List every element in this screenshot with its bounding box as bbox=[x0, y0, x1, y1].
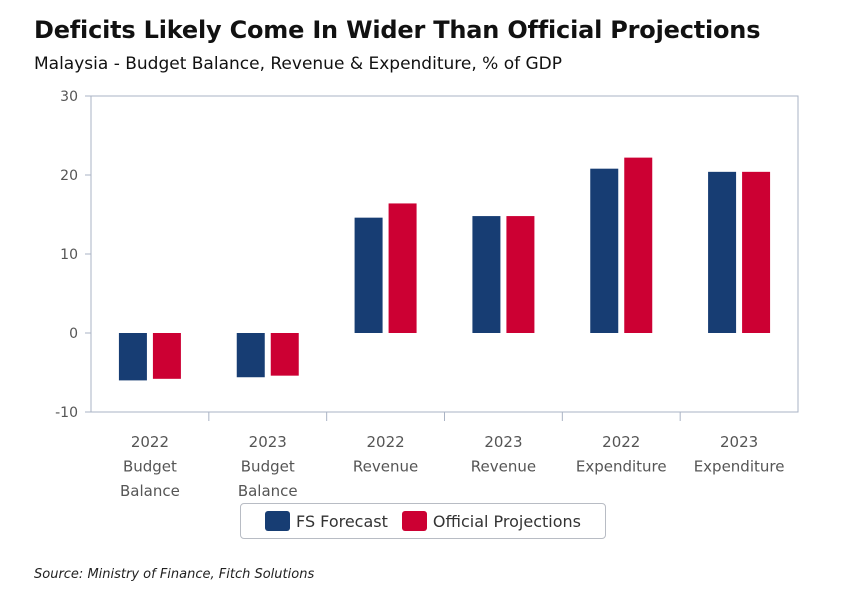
bar-official-projections bbox=[742, 171, 771, 333]
chart-title: Deficits Likely Come In Wider Than Offic… bbox=[34, 16, 761, 44]
x-tick-label: 2022 bbox=[366, 433, 404, 451]
x-tick-label: 2023 bbox=[484, 433, 522, 451]
bar-official-projections bbox=[388, 203, 417, 333]
x-tick-label: Revenue bbox=[471, 458, 536, 476]
legend-label-official-projections: Official Projections bbox=[432, 511, 581, 531]
x-tick-label: Balance bbox=[238, 482, 298, 500]
bar-fs-forecast bbox=[590, 168, 619, 333]
source-note: Source: Ministry of Finance, Fitch Solut… bbox=[34, 567, 315, 582]
legend-item-fs-forecast[interactable]: FS Forecast bbox=[265, 511, 388, 531]
legend-item-official-projections[interactable]: Official Projections bbox=[401, 511, 581, 531]
bar-fs-forecast bbox=[236, 333, 265, 378]
bar-fs-forecast bbox=[708, 171, 737, 333]
bar-official-projections bbox=[270, 333, 299, 376]
y-tick-label: 10 bbox=[60, 247, 78, 263]
bar-official-projections bbox=[506, 216, 535, 333]
legend-swatch-official-projections bbox=[401, 511, 427, 531]
bar-fs-forecast bbox=[354, 217, 383, 333]
x-tick-label: 2022 bbox=[131, 433, 169, 451]
y-axis: 30 20 10 0 -10 bbox=[55, 89, 91, 421]
legend: FS Forecast Official Projections bbox=[240, 503, 606, 539]
x-tick-label: Expenditure bbox=[694, 458, 785, 476]
x-axis: 2022 Budget Balance 2023 Budget Balance 2022 Re… bbox=[120, 412, 784, 500]
bar-official-projections bbox=[624, 157, 653, 333]
x-tick-label: 2023 bbox=[720, 433, 758, 451]
y-tick-label: 0 bbox=[69, 326, 78, 342]
bar-fs-forecast bbox=[472, 216, 501, 333]
bar-official-projections bbox=[152, 333, 181, 379]
bars bbox=[118, 157, 771, 381]
x-tick-label: 2023 bbox=[249, 433, 287, 451]
legend-swatch-fs-forecast bbox=[265, 511, 291, 531]
x-tick-label: Revenue bbox=[353, 458, 418, 476]
y-tick-label: 20 bbox=[60, 168, 78, 184]
x-tick-label: Expenditure bbox=[576, 458, 667, 476]
plot-area bbox=[90, 95, 799, 413]
bar-fs-forecast bbox=[118, 333, 147, 381]
y-tick-label: 30 bbox=[60, 89, 78, 105]
legend-label-fs-forecast: FS Forecast bbox=[296, 511, 388, 531]
x-tick-label: Balance bbox=[120, 482, 180, 500]
y-tick-label: -10 bbox=[55, 405, 78, 421]
chart-subtitle: Malaysia - Budget Balance, Revenue & Exp… bbox=[34, 54, 563, 74]
x-tick-label: 2022 bbox=[602, 433, 640, 451]
x-tick-label: Budget bbox=[241, 458, 295, 476]
x-tick-label: Budget bbox=[123, 458, 177, 476]
